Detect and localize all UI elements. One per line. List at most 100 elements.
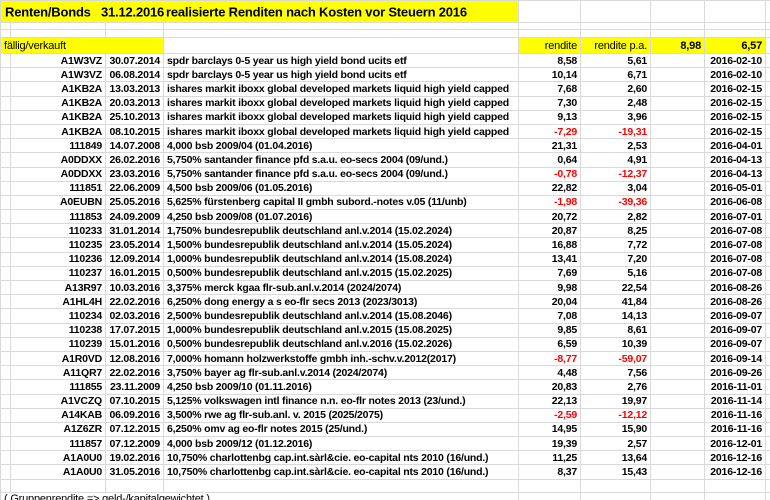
cell-buy-date[interactable]: 17.07.2015: [105, 322, 164, 338]
cell-description[interactable]: spdr barclays 0-5 year us high yield bon…: [163, 67, 519, 83]
cell-security-id[interactable]: A1VCZQ: [10, 393, 106, 409]
cell-rendite-pa[interactable]: 3,96: [580, 109, 651, 125]
cell-sell-date[interactable]: 2016-02-15: [704, 81, 766, 97]
cell-description[interactable]: 4,250 bsb 2009/10 (01.11.2016): [163, 379, 519, 395]
cell-description[interactable]: 0,500% bundesrepublik deutschland anl.v.…: [163, 336, 519, 352]
empty-cell[interactable]: [105, 22, 164, 30]
empty-cell[interactable]: [0, 237, 11, 253]
cell-sell-date[interactable]: 2016-09-14: [704, 350, 766, 367]
cell-sell-date[interactable]: 2016-02-15: [704, 95, 766, 111]
empty-cell[interactable]: [0, 265, 11, 282]
cell-description[interactable]: 4,250 bsb 2009/08 (01.07.2016): [163, 209, 519, 225]
cell-description[interactable]: 3,500% rwe ag flr-sub.anl. v. 2015 (2025…: [163, 407, 519, 423]
cell-buy-date[interactable]: 07.10.2015: [105, 393, 164, 409]
cell-buy-date[interactable]: 12.08.2016: [105, 350, 164, 367]
empty-cell[interactable]: [0, 67, 11, 83]
empty-cell[interactable]: [518, 0, 581, 23]
footnote[interactable]: ( Gruppenrendite => geld-/kapitalgewicht…: [0, 491, 519, 500]
cell-rendite-pa[interactable]: 2,76: [580, 379, 651, 395]
empty-cell[interactable]: [650, 109, 705, 125]
cell-description[interactable]: ishares markit iboxx global developed ma…: [163, 95, 519, 111]
empty-cell[interactable]: [765, 123, 770, 140]
cell-buy-date[interactable]: 06.09.2016: [105, 407, 164, 423]
cell-description[interactable]: 4,000 bsb 2009/12 (01.12.2016): [163, 436, 519, 452]
empty-cell[interactable]: [650, 464, 705, 480]
cell-rendite-pa[interactable]: 8,61: [580, 322, 651, 338]
cell-security-id[interactable]: 110238: [10, 322, 106, 338]
empty-cell[interactable]: [765, 407, 770, 423]
cell-rendite[interactable]: 14,95: [518, 421, 581, 438]
empty-cell[interactable]: [650, 0, 705, 23]
empty-cell[interactable]: [765, 294, 770, 310]
cell-security-id[interactable]: A1KB2A: [10, 95, 106, 111]
cell-sell-date[interactable]: 2016-11-16: [704, 407, 766, 423]
empty-cell[interactable]: [765, 52, 770, 69]
cell-rendite-pa[interactable]: 5,61: [580, 52, 651, 69]
cell-buy-date[interactable]: 07.12.2009: [105, 436, 164, 452]
cell-rendite-pa[interactable]: 2,53: [580, 138, 651, 154]
cell-rendite-pa[interactable]: -59,07: [580, 350, 651, 367]
cell-rendite[interactable]: -2,59: [518, 407, 581, 423]
cell-rendite-pa[interactable]: 5,16: [580, 265, 651, 282]
empty-cell[interactable]: [0, 450, 11, 466]
empty-cell[interactable]: [580, 22, 651, 30]
cell-sell-date[interactable]: 2016-07-01: [704, 209, 766, 225]
cell-rendite[interactable]: 11,25: [518, 450, 581, 466]
cell-sell-date[interactable]: 2016-08-26: [704, 294, 766, 310]
empty-cell[interactable]: [765, 251, 770, 267]
cell-security-id[interactable]: A13R97: [10, 279, 106, 296]
cell-rendite-pa[interactable]: 19,97: [580, 393, 651, 409]
cell-sell-date[interactable]: 2016-09-07: [704, 322, 766, 338]
empty-cell[interactable]: [0, 336, 11, 352]
cell-security-id[interactable]: A1A0U0: [10, 450, 106, 466]
empty-cell[interactable]: [650, 52, 705, 69]
cell-sell-date[interactable]: 2016-09-07: [704, 308, 766, 324]
empty-cell[interactable]: [0, 194, 11, 211]
cell-description[interactable]: 5,125% volkswagen intl finance n.n. eo-f…: [163, 393, 519, 409]
empty-cell[interactable]: [650, 336, 705, 352]
cell-buy-date[interactable]: 06.08.2014: [105, 67, 164, 83]
title-bar[interactable]: Renten/Bonds 31.12.2016 realisierte Rend…: [0, 0, 519, 23]
cell-buy-date[interactable]: 14.07.2008: [105, 138, 164, 154]
empty-cell[interactable]: [0, 81, 11, 97]
cell-sell-date[interactable]: 2016-02-10: [704, 67, 766, 83]
cell-security-id[interactable]: A1Z6ZR: [10, 421, 106, 438]
cell-rendite-pa[interactable]: 10,39: [580, 336, 651, 352]
cell-buy-date[interactable]: 15.01.2016: [105, 336, 164, 352]
cell-description[interactable]: 5,750% santander finance pfd s.a.u. eo-s…: [163, 152, 519, 168]
cell-description[interactable]: ishares markit iboxx global developed ma…: [163, 81, 519, 97]
header-faellig-verkauft[interactable]: fällig/verkauft: [0, 37, 164, 54]
cell-rendite[interactable]: 7,69: [518, 265, 581, 282]
empty-cell[interactable]: [765, 478, 770, 493]
cell-security-id[interactable]: 110235: [10, 237, 106, 253]
empty-cell[interactable]: [0, 209, 11, 225]
cell-buy-date[interactable]: 31.01.2014: [105, 223, 164, 239]
empty-cell[interactable]: [765, 308, 770, 324]
cell-rendite[interactable]: 8,58: [518, 52, 581, 69]
cell-buy-date[interactable]: 24.09.2009: [105, 209, 164, 225]
empty-cell[interactable]: [650, 223, 705, 239]
empty-cell[interactable]: [0, 436, 11, 452]
empty-cell[interactable]: [650, 379, 705, 395]
empty-cell[interactable]: [765, 0, 770, 23]
cell-rendite-pa[interactable]: 2,48: [580, 95, 651, 111]
cell-rendite-pa[interactable]: 41,84: [580, 294, 651, 310]
cell-rendite[interactable]: 10,14: [518, 67, 581, 83]
cell-rendite-pa[interactable]: 2,57: [580, 436, 651, 452]
empty-cell[interactable]: [765, 322, 770, 338]
empty-cell[interactable]: [650, 450, 705, 466]
cell-sell-date[interactable]: 2016-12-01: [704, 436, 766, 452]
cell-sell-date[interactable]: 2016-02-10: [704, 52, 766, 69]
cell-rendite[interactable]: 7,68: [518, 81, 581, 97]
cell-security-id[interactable]: 110239: [10, 336, 106, 352]
empty-cell[interactable]: [10, 478, 106, 493]
empty-cell[interactable]: [704, 0, 766, 23]
cell-sell-date[interactable]: 2016-02-15: [704, 123, 766, 140]
cell-sell-date[interactable]: 2016-12-16: [704, 464, 766, 480]
cell-rendite[interactable]: 7,08: [518, 308, 581, 324]
cell-rendite[interactable]: 20,72: [518, 209, 581, 225]
cell-sell-date[interactable]: 2016-05-01: [704, 180, 766, 196]
empty-cell[interactable]: [163, 22, 519, 30]
empty-cell[interactable]: [650, 166, 705, 182]
cell-security-id[interactable]: 110236: [10, 251, 106, 267]
